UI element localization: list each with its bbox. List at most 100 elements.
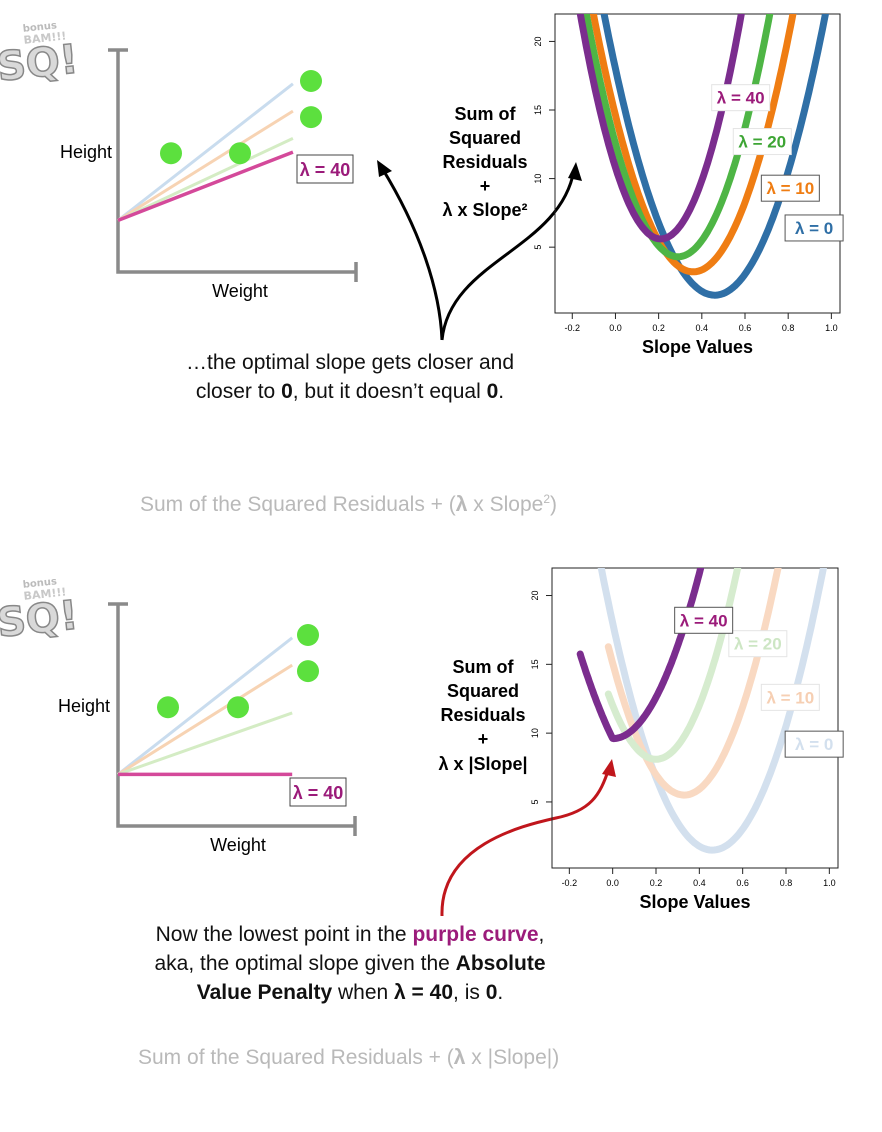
chart-x-axis-label: Slope Values <box>639 892 750 912</box>
arrowhead-kink <box>602 759 616 777</box>
caption-line-3: Value Penalty when λ = 40, is 0. <box>196 981 504 1004</box>
x-tick-label: 1.0 <box>823 878 836 888</box>
scatter-plot <box>108 48 358 282</box>
caption-line-2: closer to 0, but it doesn’t equal 0. <box>195 380 505 403</box>
scatter-plot <box>108 602 357 836</box>
curves <box>576 568 827 854</box>
sq-logo: bonus BAM!!! SQ! <box>0 20 81 91</box>
data-point <box>300 106 322 129</box>
arrowhead-chart <box>568 162 582 181</box>
x-tick-label: 0.0 <box>609 323 622 333</box>
series-label-box <box>732 128 792 156</box>
arrows <box>440 759 616 917</box>
x-tick-label: -0.2 <box>565 323 581 333</box>
x-tick-label: 0.4 <box>696 323 709 333</box>
curve-20 <box>604 568 742 763</box>
bottom-scene: bonus BAM!!! SQ! Height Weight λ = 40 Su… <box>0 567 844 917</box>
x-tick-label: 0.2 <box>650 878 663 888</box>
data-point <box>157 696 179 719</box>
lambda-40-tag: λ = 40 <box>289 777 347 807</box>
side-label-line-2: Squared <box>447 681 519 701</box>
x-tick-label: 0.6 <box>739 323 752 333</box>
x-axis-label: Weight <box>210 835 266 855</box>
top-caption: …the optimal slope gets closer and close… <box>150 348 550 406</box>
y-tick-label: 10 <box>533 174 543 184</box>
side-label-line-1: Sum of <box>453 657 515 677</box>
logo-mid-text: BAM!!! <box>23 29 67 46</box>
sq-logo: bonus BAM!!! SQ! <box>0 576 81 647</box>
logo-top-text: bonus <box>22 576 57 591</box>
caption-line-1: …the optimal slope gets closer and <box>185 351 514 374</box>
lambda-40-label: λ = 40 <box>300 160 351 180</box>
y-axis-label: Height <box>60 142 112 162</box>
caption-line-2: aka, the optimal slope given the Absolut… <box>154 952 546 975</box>
data-point <box>227 696 249 719</box>
side-label: Sum of Squared Residuals + λ x Slope² <box>442 104 527 220</box>
series-label-box <box>784 730 844 758</box>
arrow-to-kink <box>440 767 611 917</box>
y-tick-label: 5 <box>530 799 540 804</box>
side-label-line-1: Sum of <box>455 104 517 124</box>
fit-line-2 <box>117 711 293 776</box>
x-tick-label: 0.6 <box>736 878 749 888</box>
x-tick-label: 0.2 <box>652 323 665 333</box>
logo-top-text: bonus <box>22 20 57 35</box>
series-label-box <box>784 214 844 242</box>
data-point <box>297 623 319 646</box>
lambda-40-label: λ = 40 <box>293 783 344 803</box>
logo-big-text: SQ! <box>0 36 80 90</box>
y-tick-label: 10 <box>530 728 540 738</box>
arrowhead-scatter <box>377 160 392 177</box>
sum-absolute-residuals-chart: λ = 0 λ = 10 λ = 20 λ = 40 -0.2 0.0 0.2 0.4 0.6 0… <box>530 567 844 912</box>
series-label: λ = 40 <box>717 89 765 108</box>
y-axis-label: Height <box>58 696 110 716</box>
series-label: λ = 40 <box>680 611 728 630</box>
y-tick-label: 15 <box>530 659 540 669</box>
side-label-line-4: + <box>478 729 489 749</box>
x-tick-label: 0.8 <box>782 323 795 333</box>
side-label: Sum of Squared Residuals + λ x |Slope| <box>438 657 527 774</box>
plot-frame <box>554 13 841 314</box>
curve-40 <box>576 568 705 743</box>
data-point <box>229 142 251 165</box>
logo-big-text: SQ! <box>0 592 80 646</box>
series-label: λ = 20 <box>734 635 782 654</box>
arrows <box>377 160 582 341</box>
series-label-box <box>711 84 771 112</box>
arrow-to-chart <box>440 169 576 341</box>
data-point <box>160 142 182 165</box>
curve-10 <box>589 14 797 276</box>
fit-line-2 <box>117 137 294 222</box>
series-label: λ = 10 <box>766 688 814 707</box>
fit-line-3 <box>117 150 294 223</box>
y-tick-label: 5 <box>533 245 543 250</box>
x-axis-label: Weight <box>212 281 268 301</box>
curve-0 <box>597 568 827 854</box>
side-label-line-4: + <box>480 176 491 196</box>
axes <box>108 602 357 836</box>
arrow-to-scatter <box>380 167 444 341</box>
series-label: λ = 10 <box>766 179 814 198</box>
curve-20 <box>582 14 774 261</box>
sum-squared-residuals-chart: λ = 0 λ = 10 λ = 20 λ = 40 -0.2 0.0 0.2 0.4 0.6 0… <box>533 13 844 357</box>
fit-line-0 <box>117 82 294 222</box>
x-tick-label: 1.0 <box>825 323 838 333</box>
series-label-box <box>728 630 788 658</box>
fit-line-1 <box>117 109 294 222</box>
plot-frame <box>551 567 839 869</box>
top-scene: bonus BAM!!! SQ! Height Weight λ = 40 Su… <box>0 13 844 357</box>
y-tick-label: 20 <box>530 591 540 601</box>
series-label: λ = 20 <box>738 133 786 152</box>
side-label-line-5: λ x |Slope| <box>438 754 527 774</box>
side-label-line-3: Residuals <box>442 152 527 172</box>
x-tick-label: 0.8 <box>780 878 793 888</box>
lambda-40-tag: λ = 40 <box>296 154 354 184</box>
series-label: λ = 0 <box>795 219 833 238</box>
chart-x-axis-label: Slope Values <box>642 337 753 357</box>
curve-40 <box>576 14 745 243</box>
top-panel: bonus BAM!!! SQ! Height Weight λ = 40 Su… <box>0 0 882 560</box>
x-tick-label: 0.0 <box>606 878 619 888</box>
x-tick-label: 0.4 <box>693 878 706 888</box>
axes <box>108 48 358 282</box>
series-label-box <box>760 683 820 711</box>
